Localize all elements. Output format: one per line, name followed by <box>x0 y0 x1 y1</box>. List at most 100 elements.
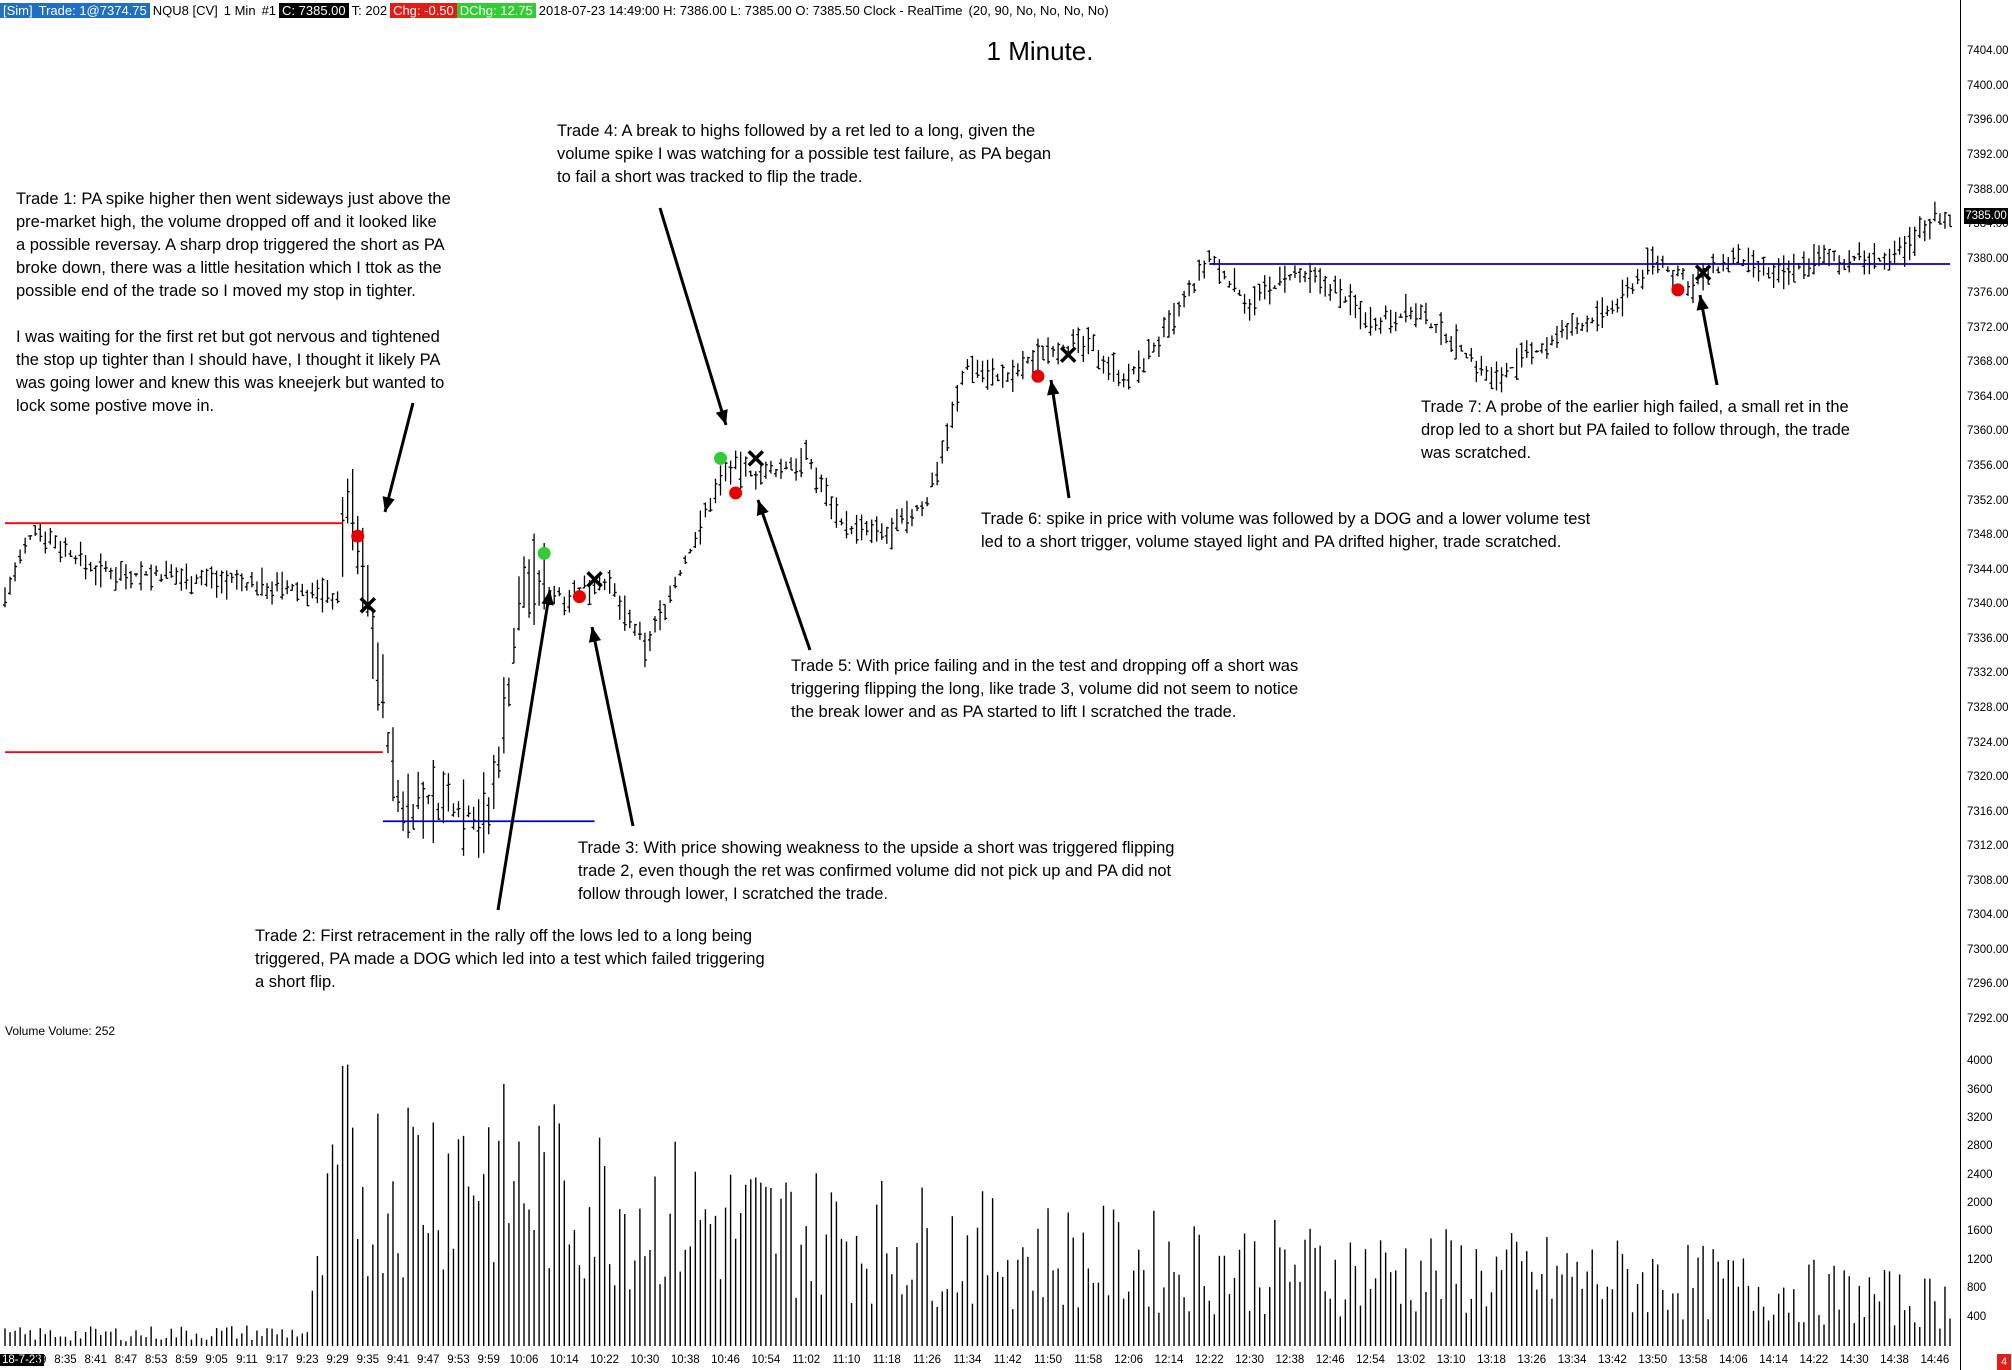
time-tick-label: 8:41 <box>84 1354 107 1366</box>
price-tick-label: 7372.00 <box>1967 321 2009 334</box>
time-tick-label: 8:35 <box>54 1354 77 1366</box>
price-tick-label: 7336.00 <box>1967 632 2009 645</box>
time-tick-label: 13:42 <box>1598 1354 1627 1366</box>
time-tick-label: 11:58 <box>1074 1354 1103 1366</box>
time-tick-label: 9:59 <box>477 1354 500 1366</box>
arrow-head <box>715 409 728 425</box>
close-value: C: 7385.00 <box>279 2 349 18</box>
time-tick-label: 9:11 <box>236 1354 258 1366</box>
time-tick-label: 14:30 <box>1839 1354 1869 1366</box>
annotation-arrow <box>496 589 552 911</box>
price-tick-label: 7324.00 <box>1967 736 2009 749</box>
price-tick-label: 7328.00 <box>1967 701 2009 714</box>
price-tick-label: 7348.00 <box>1967 529 2009 542</box>
volume-tick-label: 400 <box>1967 1310 1987 1323</box>
trade-7-note: Trade 7: A probe of the earlier high fai… <box>1421 398 1850 462</box>
trade-info[interactable]: Trade: 1@7374.75 <box>35 2 150 18</box>
instrument-label: NQU8 [CV] <box>152 2 218 18</box>
volume-panel-label: Volume Volume: 252 <box>5 1024 116 1038</box>
short_entry-marker <box>729 486 743 500</box>
short_entry-marker <box>351 529 365 543</box>
annotation-arrow <box>383 402 415 513</box>
arrow-head <box>541 590 554 606</box>
volume-tick-label: 1600 <box>1967 1225 1993 1238</box>
time-tick-label: 12:14 <box>1154 1354 1184 1366</box>
short_entry-marker <box>1031 369 1045 383</box>
time-tick-label: 13:34 <box>1557 1354 1587 1366</box>
time-tick-label: 12:22 <box>1194 1354 1224 1366</box>
exit-marker <box>1059 346 1077 363</box>
trade-5-note: Trade 5: With price failing and in the t… <box>791 657 1299 721</box>
price-tick-label: 7332.00 <box>1967 667 2009 680</box>
arrow-head <box>382 496 395 512</box>
time-tick-label: 12:30 <box>1235 1354 1264 1366</box>
arrow-head <box>1047 380 1060 396</box>
change-value: Chg: -0.50 <box>390 2 457 18</box>
price-tick-label: 7292.00 <box>1967 1013 2009 1025</box>
volume-tick-label: 4000 <box>1967 1055 1993 1068</box>
time-tick-label: 14:38 <box>1880 1354 1909 1366</box>
price-tick-label: 7404.00 <box>1967 45 2009 58</box>
bar-stats: 2018-07-23 14:49:00 H: 7386.00 L: 7385.0… <box>538 2 963 18</box>
time-tick-label: 8:29 <box>24 1354 47 1366</box>
alert-badge[interactable]: 4 <box>1997 1354 2011 1370</box>
annotation-arrow <box>756 499 812 651</box>
price-tick-label: 7396.00 <box>1967 114 2009 127</box>
price-tick-label: 7380.00 <box>1967 252 2009 265</box>
price-tick-label: 7296.00 <box>1967 978 2009 991</box>
index-label: #1 <box>261 2 277 18</box>
time-tick-label: 14:06 <box>1718 1354 1748 1366</box>
time-tick-label: 13:50 <box>1638 1354 1668 1366</box>
price-tick-label: 7300.00 <box>1967 943 2009 956</box>
price-tick-label: 7344.00 <box>1967 563 2009 576</box>
time-tick-label: 13:10 <box>1436 1354 1466 1366</box>
trade-1-note: Trade 1: PA spike higher then went sidew… <box>16 190 451 415</box>
volume-tick-label: 2800 <box>1967 1140 1993 1153</box>
time-tick-label: 11:10 <box>832 1354 861 1366</box>
time-tick-label: 12:54 <box>1356 1354 1385 1366</box>
short_entry-marker <box>572 590 586 604</box>
time-tick-label: 11:34 <box>953 1354 982 1366</box>
time-tick-label: 14:22 <box>1799 1354 1829 1366</box>
exit-marker <box>1694 264 1712 281</box>
time-tick-label: 13:26 <box>1517 1354 1547 1366</box>
trade-4-note: Trade 4: A break to highs followed by a … <box>557 122 1052 186</box>
time-tick-label: 10:30 <box>630 1354 660 1366</box>
arrow-head <box>1696 295 1709 311</box>
last-price-flag: 7385.00 <box>1964 208 2008 225</box>
time-tick-label: 14:14 <box>1759 1354 1789 1366</box>
chart-header: [Sim] Trade: 1@7374.75 NQU8 [CV] 1 Min #… <box>0 0 1960 20</box>
price-tick-label: 7392.00 <box>1967 148 2009 161</box>
sim-badge[interactable]: [Sim] <box>0 2 36 18</box>
time-tick-label: 8:47 <box>114 1354 138 1366</box>
time-tick-label: 10:22 <box>590 1354 619 1366</box>
price-tick-label: 7340.00 <box>1967 598 2009 611</box>
time-tick-label: 9:35 <box>356 1354 379 1366</box>
time-tick-label: 11:50 <box>1034 1354 1062 1366</box>
arrow-head <box>588 627 602 643</box>
time-tick-label: 10:54 <box>751 1354 781 1366</box>
price-chart[interactable] <box>0 0 1960 1370</box>
time-tick-label: 12:38 <box>1275 1354 1305 1366</box>
time-tick-label: 9:53 <box>447 1354 470 1366</box>
time-tick-label: 13:02 <box>1396 1354 1426 1366</box>
price-tick-label: 7400.00 <box>1967 79 2009 92</box>
price-tick-label: 7308.00 <box>1967 874 2009 887</box>
time-tick-label: 13:18 <box>1477 1354 1506 1366</box>
chart-title: 1 Minute. <box>986 36 1094 66</box>
price-tick-label: 7316.00 <box>1967 805 2009 818</box>
time-tick-label: 10:14 <box>549 1354 579 1366</box>
dchange-value: DChg: 12.75 <box>456 2 536 18</box>
volume-tick-label: 1200 <box>1967 1253 1993 1266</box>
volume-tick-label: 3200 <box>1967 1111 1993 1124</box>
time-tick-label: 9:29 <box>326 1354 349 1366</box>
time-tick-label: 9:47 <box>417 1354 440 1366</box>
time-tick-label: 11:02 <box>792 1354 821 1366</box>
arrow-head <box>756 500 769 516</box>
annotation-arrow <box>658 207 728 426</box>
time-tick-label: 10:46 <box>711 1354 740 1366</box>
time-tick-label: 11:26 <box>913 1354 942 1366</box>
price-tick-label: 7364.00 <box>1967 390 2009 403</box>
price-axis[interactable]: 7404.007400.007396.007392.007388.007384.… <box>1960 0 2012 1370</box>
time-tick-label: 9:23 <box>296 1354 319 1366</box>
